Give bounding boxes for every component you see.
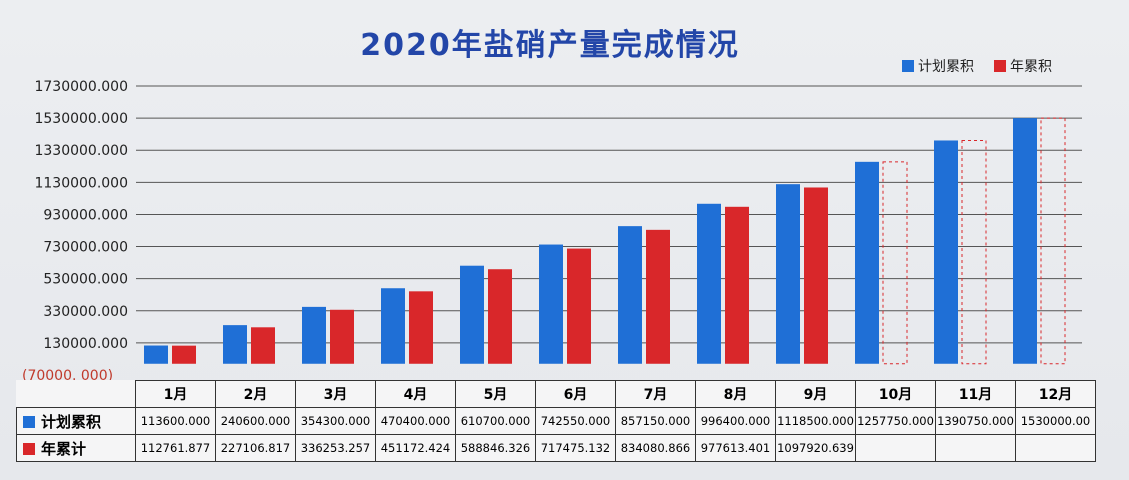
legend-swatch-actual [994,60,1006,72]
y-tick-label: 1130000.000 [34,175,128,191]
y-tick-label: 1530000.000 [34,111,128,127]
table-header-cell: 8月 [695,380,776,408]
bar-plan [1013,118,1037,364]
row-label-plan-text: 计划累积 [41,412,102,431]
table-cell-plan: 1530000.00 [1015,407,1096,435]
bar-actual-placeholder [1040,117,1066,365]
legend-label-plan: 计划累积 [918,59,974,75]
bar-actual-placeholder [961,139,987,365]
table-cell-actual [855,434,936,462]
y-tick-label: 130000.000 [43,336,128,352]
bar-plan [223,325,247,364]
legend-swatch-plan [902,60,914,72]
row-label-actual-text: 年累计 [41,439,87,458]
bar-actual [172,345,196,364]
table-cell-actual [935,434,1016,462]
table-cell-actual: 977613.401 [695,434,776,462]
table-header-cell: 7月 [615,380,696,408]
y-tick-label: 1330000.000 [34,143,128,159]
y-tick-label: 930000.000 [43,207,128,223]
table-corner [17,381,136,408]
table-header-cell: 9月 [775,380,856,408]
row-label-actual: 年累计 [16,434,136,462]
y-tick-label: 530000.000 [43,272,128,288]
bar-actual-placeholder [882,161,908,365]
bar-actual [330,309,354,364]
table-cell-plan: 857150.000 [615,407,696,435]
row-label-plan: 计划累积 [16,407,136,435]
table-cell-actual: 588846.326 [455,434,536,462]
table-header-row: 1月 2月 3月 4月 5月 6月 7月 8月 9月 10月 11月 12月 [17,380,1096,408]
legend-item-plan: 计划累积 [902,56,974,76]
bar-actual [251,327,275,364]
table-header-cell: 11月 [935,380,1016,408]
y-tick-label: 1730000.000 [34,79,128,95]
row-swatch-plan [23,415,35,428]
bar-plan [460,265,484,364]
table-cell-actual: 451172.424 [375,434,456,462]
bar-actual [567,248,591,364]
chart-title: 2020年盐硝产量完成情况 [360,28,740,63]
bar-plan [302,306,326,364]
table-cell-actual [1015,434,1096,462]
bar-actual [646,229,670,364]
bar-chart: 1730000.000 1530000.000 1330000.000 1130000… [22,79,1082,380]
bar-plan [855,161,879,364]
table-header-cell: 6月 [535,380,616,408]
bar-plan [381,288,405,364]
table-cell-plan: 1118500.000 [775,407,856,435]
table-header-cell: 5月 [455,380,536,408]
bar-plan [618,226,642,364]
bar-actual [409,291,433,364]
table-header-cell: 12月 [1015,380,1096,408]
table-cell-actual: 112761.877 [135,434,216,462]
bar-actual [488,269,512,364]
bar-plan [144,345,168,364]
table-cell-actual: 227106.817 [215,434,296,462]
table-cell-actual: 717475.132 [535,434,616,462]
bar-actual [804,187,828,364]
bar-plan [934,140,958,364]
y-tick-label: (70000. 000) [22,368,113,380]
table-header-cell: 1月 [135,380,216,408]
table-row-actual: 年累计 112761.877 227106.817 336253.257 451172… [16,434,1096,462]
bar-plan [776,184,800,364]
table-cell-plan: 1390750.000 [935,407,1016,435]
table-cell-plan: 996400.000 [695,407,776,435]
bar-actual [725,206,749,364]
table-header-cell: 2月 [215,380,296,408]
table-cell-plan: 742550.000 [535,407,616,435]
table-cell-actual: 336253.257 [295,434,376,462]
table-cell-plan: 1257750.000 [855,407,936,435]
legend: 计划累积 年累积 [902,56,1052,76]
legend-item-actual: 年累积 [994,56,1052,76]
y-tick-label: 330000.000 [43,304,128,320]
legend-label-actual: 年累积 [1010,59,1052,75]
table-header-cell: 3月 [295,380,376,408]
table-header-cell: 10月 [855,380,936,408]
table-cell-actual: 834080.866 [615,434,696,462]
table-cell-plan: 113600.000 [135,407,216,435]
y-tick-label: 730000.000 [43,240,128,256]
row-swatch-actual [23,442,35,455]
table-header-cell: 4月 [375,380,456,408]
data-table: 1月 2月 3月 4月 5月 6月 7月 8月 9月 10月 11月 12月 计划累积 113600.… [16,380,1096,462]
bar-plan [697,203,721,364]
bar-plan [539,244,563,364]
table-cell-plan: 610700.000 [455,407,536,435]
table-cell-plan: 240600.000 [215,407,296,435]
table-row-plan: 计划累积 113600.000 240600.000 354300.000 47040… [16,407,1096,435]
table-cell-actual: 1097920.639 [775,434,856,462]
table-cell-plan: 470400.000 [375,407,456,435]
table-cell-plan: 354300.000 [295,407,376,435]
